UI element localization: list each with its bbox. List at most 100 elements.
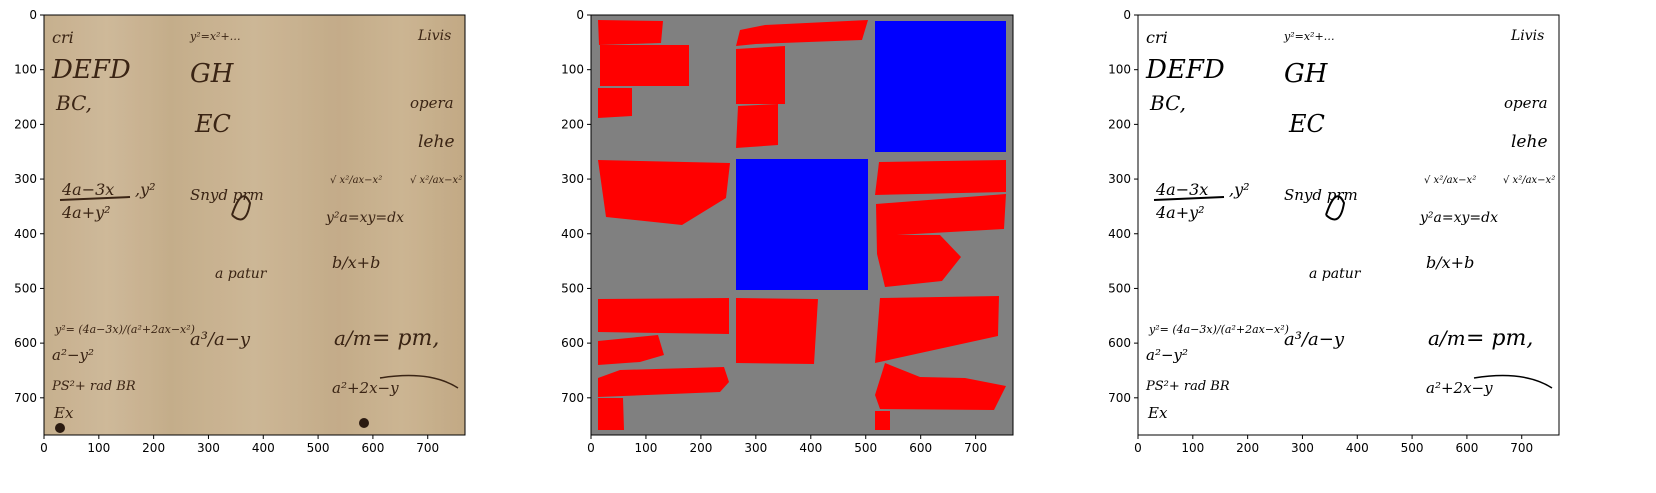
y-tick-label: 600 (561, 336, 584, 350)
handwriting: √ x²/ax−x² (1503, 175, 1555, 186)
handwriting: cri (1146, 28, 1168, 47)
ink-stroke (1325, 195, 1346, 221)
x-tick-label: 600 (361, 441, 384, 455)
x-tick-label: 600 (1455, 441, 1478, 455)
handwriting: a²−y² (1146, 346, 1188, 364)
x-tick-label: 200 (142, 441, 165, 455)
handwriting: lehe (1511, 132, 1548, 152)
y-tick-label: 0 (1123, 8, 1131, 22)
text-region (876, 194, 1006, 287)
panel-axes: 0 100 200 300 400 500 600 700 0 100 200 300 400 500 60… (561, 8, 987, 455)
ink-stroke (231, 195, 252, 221)
x-tick-label: 100 (634, 441, 657, 455)
x-tick-label: 700 (416, 441, 439, 455)
text-region (598, 335, 664, 365)
y-tick-label: 500 (561, 281, 584, 295)
handwriting: y²= (4a−3x)/(a²+2ax−x²) (54, 323, 195, 336)
handwriting: GH (190, 59, 235, 89)
y-tick-label: 400 (561, 227, 584, 241)
handwriting: Livis (417, 28, 451, 44)
handwriting: PS²+ rad BR (1145, 379, 1230, 394)
y-tick-label: 300 (14, 172, 37, 186)
x-tick-label: 100 (87, 441, 110, 455)
y-tick-label: 700 (561, 391, 584, 405)
handwriting: DEFD (51, 55, 131, 85)
scan-stain (44, 15, 465, 435)
handwriting: y²=x²+… (189, 30, 241, 43)
x-tick-label: 500 (1401, 441, 1424, 455)
binarized-image (1138, 15, 1559, 435)
handwriting: a²−y² (52, 346, 94, 364)
x-tick-label: 400 (252, 441, 275, 455)
handwriting: a patur (215, 266, 268, 282)
handwriting: 4a−3x (1155, 180, 1208, 199)
handwriting: = pm, (372, 326, 439, 351)
y-tick-label: 300 (1108, 172, 1131, 186)
panel-frame (590, 14, 1014, 436)
handwriting: √ x²/ax−x² (410, 175, 462, 186)
axes-layer: 0 100 200 300 400 500 600 700 0 100 200 300 400 500 60… (14, 8, 1533, 455)
x-tick-label: 700 (964, 441, 987, 455)
handwriting: PS²+ rad BR (51, 379, 136, 394)
x-tick-label: 400 (1346, 441, 1369, 455)
handwriting: √ x²/ax−x² (1424, 175, 1476, 186)
text-region (736, 298, 818, 364)
y-tick-label: 100 (561, 63, 584, 77)
handwriting: b/x+b (1426, 253, 1474, 272)
x-tick-label: 600 (909, 441, 932, 455)
handwriting: Livis (1510, 28, 1544, 44)
y-tick-label: 200 (1108, 117, 1131, 131)
y-tick-label: 400 (1108, 227, 1131, 241)
y-tick-label: 600 (14, 336, 37, 350)
handwriting: b/x+b (332, 253, 380, 272)
fraction-bar (59, 196, 131, 201)
handwriting: y²=x²+… (1283, 30, 1335, 43)
text-region (875, 411, 890, 430)
handwriting: 4a+y² (1155, 203, 1205, 222)
y-tick-label: 0 (29, 8, 37, 22)
handwriting: 4a−3x (61, 180, 114, 199)
panel-axes: 0 100 200 300 400 500 600 700 0 100 200 300 400 500 60… (1108, 8, 1533, 455)
text-region (736, 20, 868, 46)
ink-stroke (1473, 374, 1553, 389)
y-tick-label: 400 (14, 227, 37, 241)
y-tick-label: 0 (576, 8, 584, 22)
handwriting: 4a+y² (61, 203, 111, 222)
y-tick-label: 300 (561, 172, 584, 186)
handwriting: √ x²/ax−x² (330, 175, 382, 186)
y-tick-label: 700 (14, 391, 37, 405)
binarized-panel: cri y²=x²+… Livis DEFD GH BC, opera EC l… (1137, 14, 1560, 436)
fraction-bar (1153, 196, 1225, 201)
text-region (598, 160, 730, 225)
text-region (875, 160, 1006, 195)
text-region (598, 367, 729, 397)
x-tick-label: 100 (1181, 441, 1204, 455)
scan-panel: cri y²=x²+… Livis DEFD GH BC, opera EC l… (43, 14, 466, 436)
handwriting: a³/a−y (1284, 329, 1345, 350)
y-tick-label: 100 (1108, 63, 1131, 77)
figure-region (736, 159, 868, 290)
x-tick-label: 400 (799, 441, 822, 455)
x-tick-label: 200 (1236, 441, 1259, 455)
x-tick-label: 300 (197, 441, 220, 455)
text-region (736, 46, 785, 104)
text-region (598, 398, 624, 430)
handwriting: opera (410, 94, 454, 112)
y-tick-label: 100 (14, 63, 37, 77)
ink-stroke (379, 374, 459, 389)
ink-blot (359, 418, 369, 428)
x-tick-label: 0 (1134, 441, 1142, 455)
text-region (598, 88, 632, 118)
panel-frame (43, 14, 466, 436)
x-tick-label: 0 (40, 441, 48, 455)
handwriting: EC (194, 110, 231, 138)
handwriting: a/m (1428, 326, 1466, 350)
handwriting: GH (1284, 59, 1329, 89)
x-tick-label: 200 (689, 441, 712, 455)
handwriting: y²a=xy=dx (1419, 210, 1498, 226)
handwriting: Snyd prm (190, 186, 264, 204)
handwriting: Ex (53, 404, 74, 422)
text-region (598, 298, 729, 334)
text-region (736, 104, 778, 148)
